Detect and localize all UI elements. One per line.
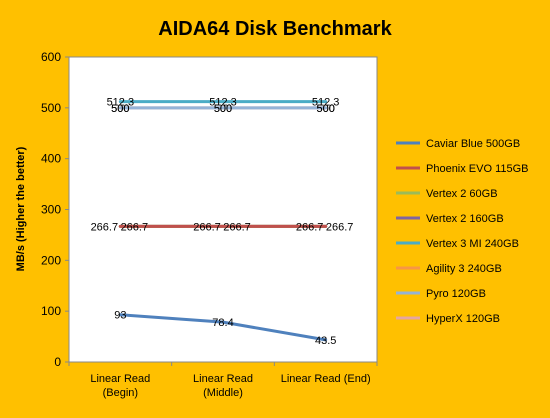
chart-title: AIDA64 Disk Benchmark bbox=[158, 18, 392, 40]
legend-label: Vertex 2 60GB bbox=[426, 188, 498, 200]
data-label: 266.7 bbox=[326, 221, 354, 233]
data-label: 500 bbox=[214, 103, 232, 115]
data-label: 93 bbox=[114, 310, 126, 322]
x-tick-label: Linear Read (Middle) bbox=[193, 373, 253, 399]
data-label: 500 bbox=[111, 103, 129, 115]
x-tick-label: Linear Read (End) bbox=[281, 373, 371, 385]
y-tick-label: 600 bbox=[41, 50, 61, 64]
x-tick-label-line: (Middle) bbox=[203, 387, 243, 399]
legend-label: Vertex 2 160GB bbox=[426, 213, 504, 225]
data-label: 500 bbox=[214, 103, 232, 115]
x-tick-label: Linear Read (Begin) bbox=[90, 373, 150, 399]
data-label: 266.7 bbox=[193, 221, 221, 233]
data-label: 500 bbox=[316, 103, 334, 115]
x-tick-label-line: Linear Read bbox=[193, 373, 253, 385]
y-tick-label: 400 bbox=[41, 152, 61, 166]
series-lines bbox=[118, 100, 328, 342]
y-axis: 0 100 200 300 400 500 600 bbox=[41, 50, 70, 369]
data-label: 266.7 bbox=[223, 221, 251, 233]
y-axis-label: MB/s (Higher the better) bbox=[15, 146, 27, 271]
data-label: 512.3 bbox=[312, 97, 340, 109]
legend: Caviar Blue 500GB Phoenix EVO 115GB Vertex… bbox=[396, 138, 529, 325]
data-label: 512.3 bbox=[209, 97, 237, 109]
y-tick-label: 500 bbox=[41, 101, 61, 115]
data-label: 512.3 bbox=[107, 97, 135, 109]
data-label: 78.4 bbox=[212, 317, 233, 329]
legend-label: Caviar Blue 500GB bbox=[426, 138, 520, 150]
x-tick-label-line: Linear Read bbox=[90, 373, 150, 385]
legend-label: Vertex 3 MI 240GB bbox=[426, 238, 519, 250]
series-line bbox=[118, 313, 328, 342]
legend-label: Agility 3 240GB bbox=[426, 263, 502, 275]
y-tick-label: 0 bbox=[54, 355, 61, 369]
data-label: 266.7 bbox=[91, 221, 119, 233]
y-tick-label: 200 bbox=[41, 253, 61, 267]
legend-label: HyperX 120GB bbox=[426, 313, 500, 325]
data-label: 500 bbox=[316, 103, 334, 115]
data-label: 266.7 bbox=[121, 221, 149, 233]
legend-label: Pyro 120GB bbox=[426, 288, 486, 300]
y-tick-label: 300 bbox=[41, 203, 61, 217]
data-label: 500 bbox=[111, 103, 129, 115]
y-tick-label: 100 bbox=[41, 304, 61, 318]
x-axis: Linear Read (Begin)Linear Read (Middle)Lin… bbox=[68, 362, 378, 399]
x-tick-label-line: Linear Read (End) bbox=[281, 373, 371, 385]
legend-label: Phoenix EVO 115GB bbox=[426, 163, 529, 175]
x-tick-label-line: (Begin) bbox=[103, 387, 138, 399]
data-label: 266.7 bbox=[296, 221, 324, 233]
data-label: 43.5 bbox=[315, 335, 336, 347]
